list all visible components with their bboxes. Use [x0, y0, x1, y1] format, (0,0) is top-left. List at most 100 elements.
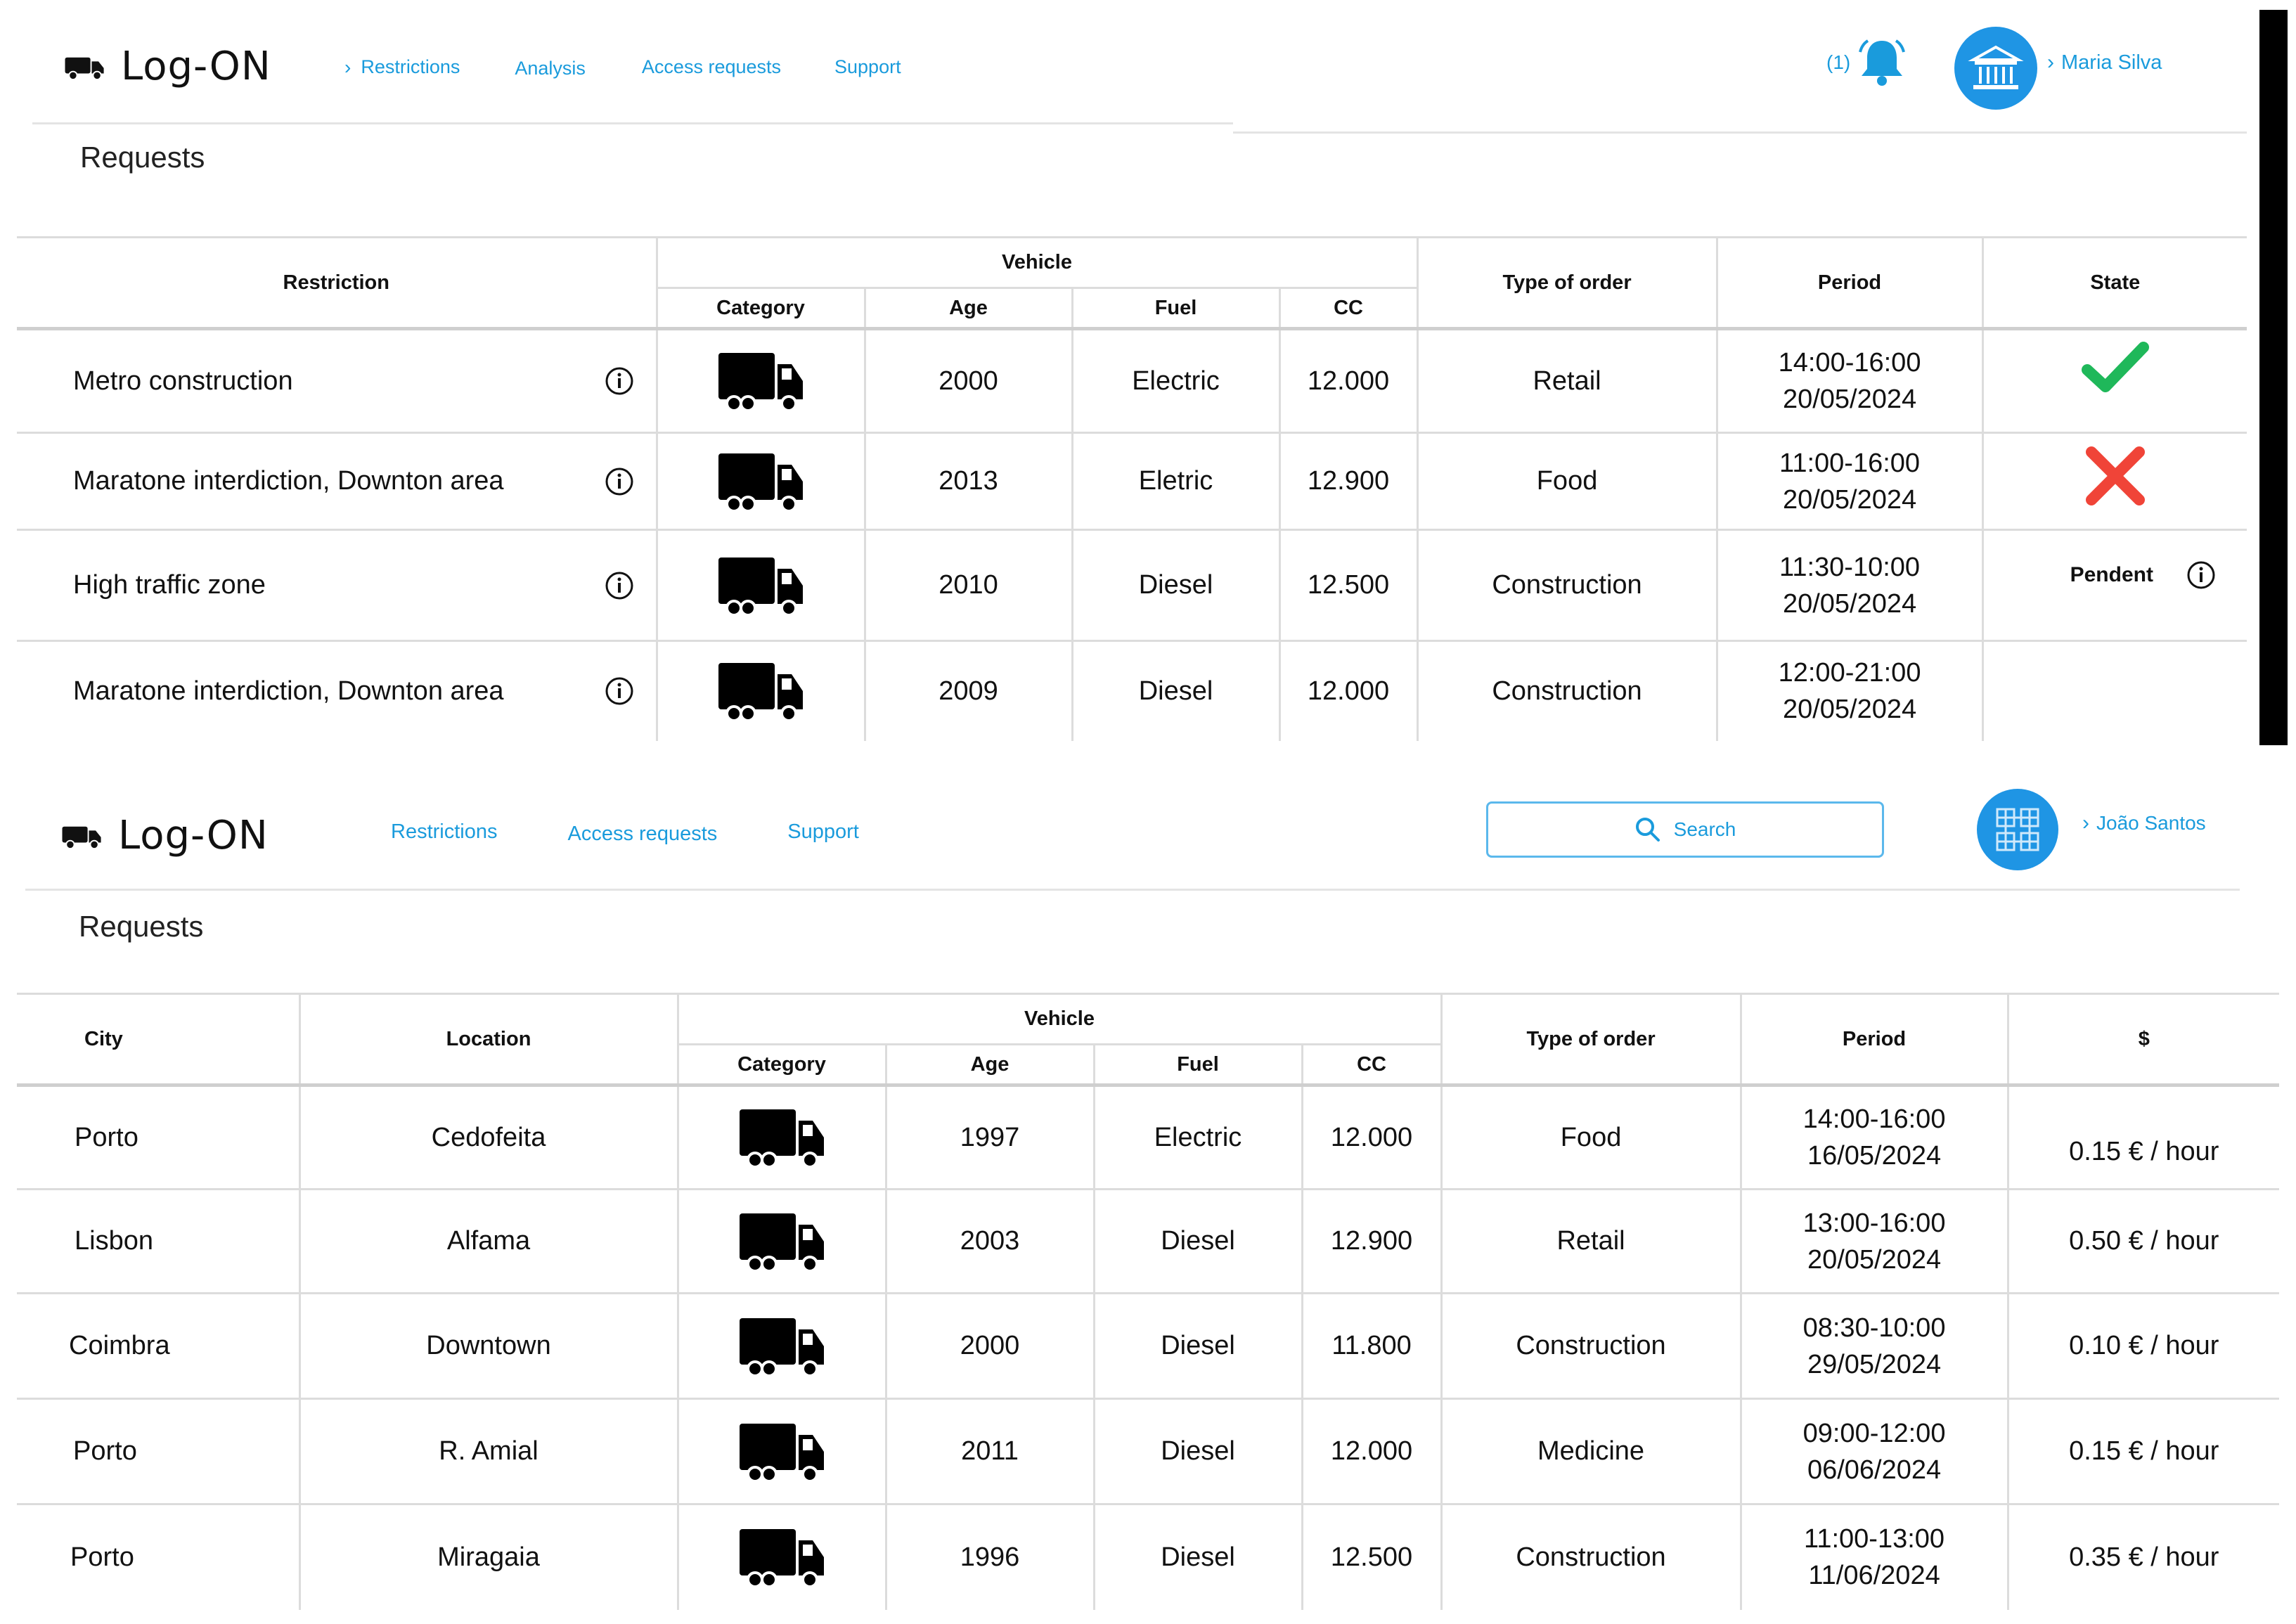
period-time: 14:00-16:00: [1778, 348, 1921, 378]
main-nav: Restrictions Access requests Support: [391, 818, 859, 846]
period-time: 11:00-13:00: [1804, 1524, 1945, 1554]
truck-icon: [740, 1529, 824, 1589]
state-label: Pendent: [2070, 562, 2153, 586]
table-row[interactable]: Coimbra Downtown 2000 Diesel 11.800 Cons…: [17, 1292, 2280, 1399]
truck-icon: [65, 57, 104, 80]
table-row[interactable]: Porto R. Amial 2011 Diesel 12.000 Medici…: [17, 1398, 2280, 1504]
cc-cell: 12.000: [1301, 1085, 1442, 1190]
info-icon[interactable]: [2186, 560, 2217, 591]
truck-icon: [718, 557, 803, 617]
state-cell: Pendent: [1981, 529, 2247, 641]
cc-cell: 12.000: [1301, 1398, 1442, 1504]
logo[interactable]: Log-ON: [62, 813, 269, 858]
city-cell: Porto: [17, 1503, 299, 1610]
period-cell: 12:00-21:00 20/05/2024: [1715, 640, 1983, 741]
table-row[interactable]: Maratone interdiction, Downton area 2013…: [17, 432, 2247, 530]
table-row[interactable]: Lisbon Alfama 2003 Diesel 12.900 Retail …: [17, 1188, 2280, 1294]
period-date: 20/05/2024: [1782, 695, 1917, 725]
nav-access-requests[interactable]: Access requests: [642, 56, 781, 78]
table-row[interactable]: Porto Cedofeita 1997 Electric 12.000 Foo…: [17, 1085, 2280, 1190]
age-cell: 2000: [863, 328, 1072, 433]
user-menu[interactable]: › João Santos: [2082, 811, 2206, 835]
bank-icon: [1968, 45, 2024, 89]
info-icon[interactable]: [604, 366, 635, 397]
period-date: 20/05/2024: [1782, 588, 1917, 619]
info-icon[interactable]: [604, 466, 635, 497]
info-icon[interactable]: [604, 570, 635, 601]
search-input[interactable]: Search: [1486, 801, 1884, 858]
nav-support[interactable]: Support: [834, 56, 901, 78]
table-row[interactable]: Porto Miragaia 1996 Diesel 12.500 Constr…: [17, 1503, 2280, 1610]
cc-cell: 11.800: [1301, 1292, 1442, 1399]
age-cell: 1996: [884, 1503, 1094, 1610]
period-time: 12:00-21:00: [1778, 658, 1921, 688]
header-type-of-order: Type of order: [1416, 237, 1717, 329]
fuel-cell: Electric: [1071, 328, 1279, 433]
category-cell: [655, 328, 865, 433]
check-icon: [2081, 342, 2149, 392]
type-cell: Construction: [1416, 529, 1717, 641]
nav-restrictions[interactable]: Restrictions: [391, 820, 498, 844]
avatar[interactable]: [1977, 789, 2058, 870]
category-cell: [655, 432, 865, 530]
chevron-right-icon: ›: [2047, 51, 2054, 74]
period-cell: 14:00-16:00 16/05/2024: [1739, 1085, 2008, 1190]
avatar[interactable]: [1954, 27, 2037, 110]
nav-restrictions[interactable]: › Restrictions: [344, 56, 460, 79]
restriction-name: Maratone interdiction, Downton area: [73, 676, 504, 706]
info-icon[interactable]: [604, 676, 635, 707]
period-cell: 11:00-13:00 11/06/2024: [1739, 1503, 2008, 1610]
main-nav: › Restrictions Analysis Access requests …: [344, 55, 901, 79]
restriction-name: Metro construction: [73, 366, 293, 396]
category-cell: [676, 1503, 886, 1610]
type-cell: Retail: [1416, 328, 1717, 433]
user-name: Maria Silva: [2061, 51, 2162, 74]
age-cell: 2011: [884, 1398, 1094, 1504]
city-cell: Lisbon: [17, 1188, 299, 1294]
cc-cell: 12.500: [1301, 1503, 1442, 1610]
search-placeholder: Search: [1673, 818, 1736, 840]
category-cell: [676, 1292, 886, 1399]
period-time: 13:00-16:00: [1802, 1208, 1946, 1238]
age-cell: 1997: [884, 1085, 1094, 1190]
truck-icon: [740, 1317, 824, 1377]
header-state: State: [1981, 237, 2247, 329]
header-city: City: [84, 1027, 123, 1050]
period-date: 20/05/2024: [1782, 385, 1917, 414]
price-cell: 0.50 € / hour: [2006, 1188, 2280, 1294]
table-row[interactable]: Metro construction 2000 Electric 12.000 …: [17, 328, 2247, 433]
app-window-top: Log-ON › Restrictions Analysis Access re…: [0, 0, 2296, 745]
header-age: Age: [863, 287, 1072, 329]
period-cell: 13:00-16:00 20/05/2024: [1739, 1188, 2008, 1294]
category-cell: [655, 640, 865, 741]
notifications[interactable]: (1): [1826, 37, 1907, 89]
category-cell: [655, 529, 865, 641]
price-cell: 0.10 € / hour: [2006, 1292, 2280, 1399]
period-date: 16/05/2024: [1807, 1141, 1942, 1171]
header-fuel: Fuel: [1092, 1043, 1302, 1085]
header-cc: CC: [1278, 287, 1418, 329]
header-divider: [1233, 131, 2247, 134]
period-time: 09:00-12:00: [1802, 1418, 1946, 1448]
fuel-cell: Diesel: [1092, 1398, 1302, 1504]
nav-label: Access requests: [567, 823, 718, 845]
header-location: Location: [298, 993, 678, 1085]
chevron-right-icon: ›: [344, 56, 352, 78]
cc-cell: 12.500: [1278, 529, 1418, 641]
nav-label: Support: [834, 56, 901, 77]
chevron-right-icon: ›: [2082, 811, 2089, 834]
user-menu[interactable]: › Maria Silva: [2047, 51, 2162, 75]
nav-support[interactable]: Support: [787, 820, 859, 844]
cc-cell: 12.000: [1278, 328, 1418, 433]
type-cell: Construction: [1416, 640, 1717, 741]
table-row[interactable]: Maratone interdiction, Downton area 2009…: [17, 640, 2247, 741]
header-restriction: Restriction: [283, 271, 389, 294]
user-name: João Santos: [2096, 812, 2206, 834]
truck-icon: [62, 826, 101, 849]
nav-access-requests[interactable]: Access requests: [568, 823, 718, 846]
nav-analysis[interactable]: Analysis: [515, 58, 586, 79]
table-row[interactable]: High traffic zone 2010 Diesel 12.500 Con…: [17, 529, 2247, 641]
scrollbar[interactable]: [2259, 10, 2288, 745]
cc-cell: 12.900: [1301, 1188, 1442, 1294]
logo[interactable]: Log-ON: [65, 44, 271, 89]
